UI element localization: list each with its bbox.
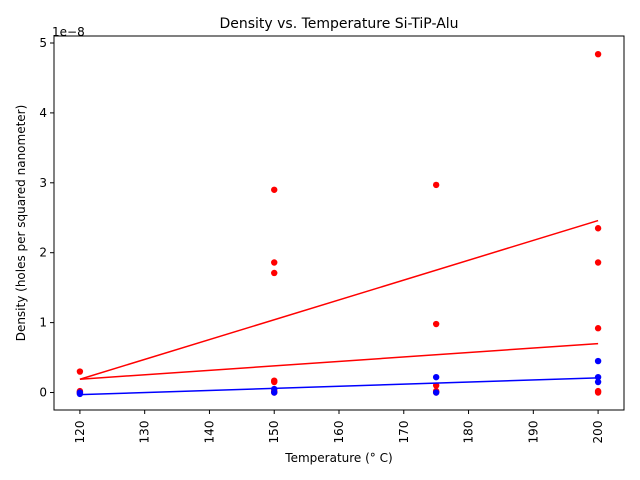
y-axis-label: Density (holes per squared nanometer): [14, 105, 28, 342]
data-point: [594, 378, 602, 386]
data-point: [271, 389, 278, 396]
data-point: [271, 259, 278, 266]
x-tick-label: 130: [138, 421, 152, 444]
y-axis: 0 1 2 3 4 5: [39, 36, 54, 400]
x-tick-label: 200: [591, 421, 605, 444]
x-tick-label: 170: [397, 421, 411, 444]
x-axis-label: Temperature (° C): [284, 451, 392, 465]
data-point: [594, 373, 602, 381]
data-point: [432, 320, 440, 328]
x-tick-label: 150: [267, 421, 281, 444]
fit-line: [79, 342, 599, 380]
data-point: [432, 181, 440, 189]
data-point: [271, 186, 278, 193]
plot-frame: [53, 35, 625, 411]
x-tick-label: 120: [73, 421, 87, 444]
y-offset-label: 1e−8: [52, 25, 85, 39]
x-tick-label: 140: [202, 421, 216, 444]
y-tick-label: 5: [39, 36, 47, 50]
x-tick-label: 160: [332, 421, 346, 444]
fit-line: [79, 219, 599, 380]
data-point: [594, 50, 602, 58]
x-tick-label: 190: [526, 421, 540, 444]
data-point: [432, 389, 440, 396]
chart-title: Density vs. Temperature Si-TiP-Alu: [219, 16, 458, 32]
x-axis: 120 130 140 150 160 170 180 190 200: [73, 410, 605, 443]
y-tick-label: 2: [39, 246, 47, 260]
x-tick-label: 180: [462, 421, 476, 444]
data-point: [76, 389, 84, 396]
data-point: [594, 259, 602, 266]
data-point: [594, 225, 602, 232]
data-point: [594, 357, 602, 365]
y-tick-label: 4: [39, 106, 47, 120]
data-point: [594, 389, 602, 396]
data-point: [76, 368, 84, 375]
data-point: [271, 378, 278, 386]
plot-area: [76, 50, 602, 398]
data-point: [594, 325, 602, 332]
data-point: [432, 382, 440, 389]
y-tick-label: 0: [39, 386, 47, 400]
y-tick-label: 3: [39, 176, 47, 190]
y-tick-label: 1: [39, 316, 47, 330]
fit-line: [79, 377, 599, 396]
data-point: [432, 373, 440, 381]
data-point: [271, 269, 278, 277]
